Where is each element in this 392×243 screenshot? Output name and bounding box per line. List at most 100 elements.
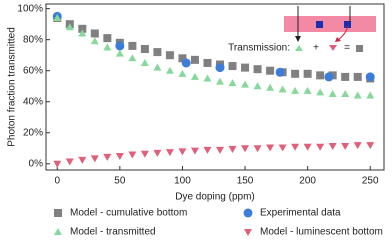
data-point <box>291 69 300 78</box>
data-point <box>328 89 337 97</box>
data-point <box>115 41 125 51</box>
data-point <box>241 80 250 88</box>
data-point <box>53 13 62 21</box>
y-tick-label: 40% <box>23 96 43 107</box>
data-point <box>153 149 162 157</box>
data-point <box>153 48 162 57</box>
data-point <box>190 147 199 155</box>
data-point <box>266 83 275 91</box>
data-point <box>278 144 287 152</box>
inset-symbol <box>295 45 303 51</box>
data-point <box>366 91 375 99</box>
data-point <box>103 34 112 43</box>
data-point <box>303 143 312 151</box>
data-point <box>228 62 237 71</box>
data-point <box>278 85 287 93</box>
data-point <box>291 86 300 94</box>
data-point <box>53 160 62 168</box>
y-tick-label: 100% <box>17 3 43 14</box>
data-point <box>90 37 99 45</box>
data-point <box>353 142 362 150</box>
legend-label: Model - transmitted <box>70 227 156 238</box>
data-point <box>353 72 362 81</box>
data-point <box>128 54 137 62</box>
x-tick-label: 50 <box>114 176 126 187</box>
data-point <box>178 54 187 63</box>
inset-arrow <box>337 25 349 41</box>
data-point <box>365 72 375 82</box>
y-tick-label: 60% <box>23 65 43 76</box>
x-tick-label: 200 <box>299 176 316 187</box>
data-point <box>216 146 225 154</box>
x-axis-label: Dye doping (ppm) <box>175 192 254 203</box>
inset-symbol <box>329 45 337 51</box>
data-point <box>178 69 187 77</box>
data-point <box>190 55 199 64</box>
data-point <box>316 88 325 96</box>
data-point <box>115 49 124 57</box>
inset-operator: = <box>344 43 350 54</box>
inset-bar <box>284 16 376 32</box>
data-point <box>324 72 334 82</box>
data-point <box>165 149 174 157</box>
data-point <box>253 65 262 74</box>
y-tick-label: 0% <box>29 158 44 169</box>
data-point <box>90 155 99 163</box>
data-point <box>65 23 74 31</box>
data-point <box>215 63 225 73</box>
x-tick-label: 250 <box>362 176 379 187</box>
data-point <box>216 77 225 85</box>
data-point <box>103 43 112 51</box>
legend-symbol <box>54 228 62 235</box>
data-point <box>140 44 149 53</box>
data-point <box>140 150 149 158</box>
data-point <box>165 66 174 74</box>
data-point <box>140 58 149 66</box>
legend-label: Model - luminescent bottom <box>260 227 383 238</box>
data-point <box>303 69 312 78</box>
data-point <box>165 51 174 60</box>
data-point <box>128 151 137 159</box>
data-point <box>78 29 87 37</box>
inset-dye <box>316 21 323 28</box>
x-tick-label: 100 <box>174 176 191 187</box>
inset-dye <box>344 21 351 28</box>
data-point <box>203 58 212 67</box>
data-point <box>78 156 87 164</box>
data-point <box>78 24 87 33</box>
x-tick-label: 150 <box>237 176 254 187</box>
data-point <box>253 145 262 153</box>
data-point <box>291 143 300 151</box>
data-point <box>341 142 350 150</box>
legend-symbol <box>243 208 253 218</box>
legend-label: Model - cumulative bottom <box>70 208 187 219</box>
data-point <box>153 63 162 71</box>
x-tick-label: 0 <box>54 176 60 187</box>
inset-diagram: Transmission: + = <box>228 6 376 54</box>
inset-arrowhead <box>295 36 301 42</box>
data-point <box>203 146 212 154</box>
data-point <box>178 148 187 156</box>
inset-symbol <box>356 45 363 52</box>
data-point <box>353 91 362 99</box>
data-point <box>341 72 350 81</box>
data-point <box>303 86 312 94</box>
data-point <box>203 74 212 82</box>
inset-operator: + <box>313 43 319 54</box>
y-tick-label: 20% <box>23 127 43 138</box>
data-point <box>241 63 250 72</box>
data-point <box>266 144 275 152</box>
y-tick-label: 80% <box>23 34 43 45</box>
data-point <box>115 153 124 161</box>
data-point <box>228 146 237 154</box>
plot-frame <box>45 3 385 171</box>
legend-symbol <box>244 229 252 236</box>
data-point <box>316 71 325 80</box>
data-point <box>65 158 74 166</box>
data-point <box>275 67 285 77</box>
data-point <box>341 89 350 97</box>
data-point <box>90 29 99 38</box>
data-point <box>190 72 199 80</box>
